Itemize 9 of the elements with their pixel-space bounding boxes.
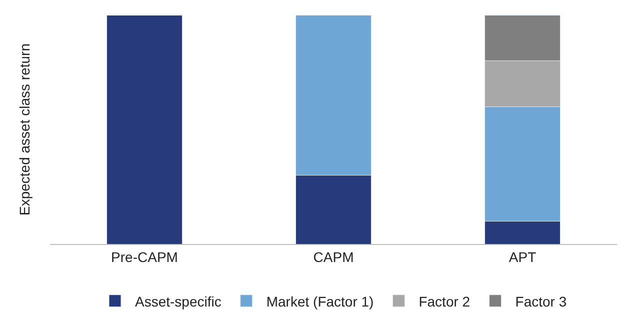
x-tick-label: Pre-CAPM bbox=[111, 248, 178, 265]
legend-label: Market (Factor 1) bbox=[266, 293, 374, 310]
x-tick-label: APT bbox=[508, 248, 537, 265]
x-tick-label: CAPM bbox=[313, 248, 354, 265]
bar bbox=[106, 15, 183, 244]
legend-label: Factor 3 bbox=[515, 293, 567, 310]
legend-label: Asset-specific bbox=[135, 293, 222, 310]
legend-label: Factor 2 bbox=[418, 293, 470, 310]
y-axis-title: Expected asset class return bbox=[16, 44, 33, 216]
